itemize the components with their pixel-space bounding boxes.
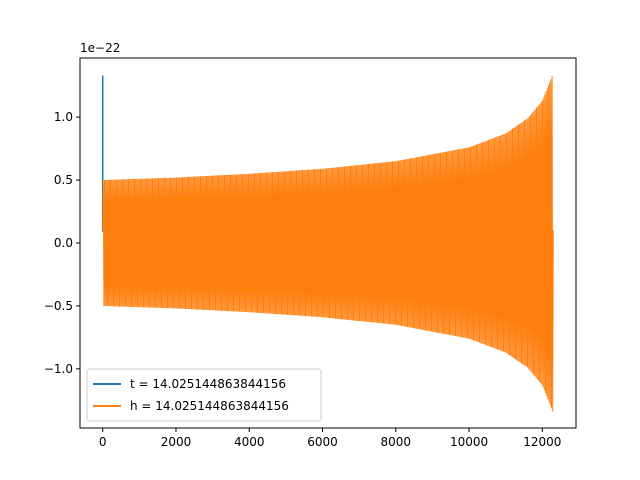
y-tick-label: −1.0	[44, 362, 73, 376]
plot-area	[101, 75, 554, 412]
y-axis-offset-label: 1e−22	[80, 41, 120, 55]
y-tick-label: −0.5	[44, 299, 73, 313]
x-tick-label: 12000	[523, 435, 561, 449]
legend-label-t: t = 14.025144863844156	[130, 377, 286, 391]
legend-box	[86, 368, 322, 422]
legend-label-h: h = 14.025144863844156	[130, 399, 289, 413]
y-tick-label: 0.0	[54, 236, 73, 250]
x-tick-label: 10000	[450, 435, 488, 449]
x-axis: 0 2000 4000 6000 8000 10000 12000	[99, 428, 561, 449]
x-tick-label: 0	[99, 435, 107, 449]
legend: t = 14.025144863844156 h = 14.0251448638…	[86, 368, 322, 422]
x-tick-label: 8000	[380, 435, 411, 449]
series-h-line	[102, 76, 554, 412]
x-tick-label: 6000	[307, 435, 338, 449]
x-tick-label: 4000	[234, 435, 265, 449]
y-tick-label: 0.5	[54, 173, 73, 187]
y-tick-label: 1.0	[54, 110, 73, 124]
y-axis: −1.0 −0.5 0.0 0.5 1.0	[44, 110, 80, 376]
x-tick-label: 2000	[161, 435, 192, 449]
